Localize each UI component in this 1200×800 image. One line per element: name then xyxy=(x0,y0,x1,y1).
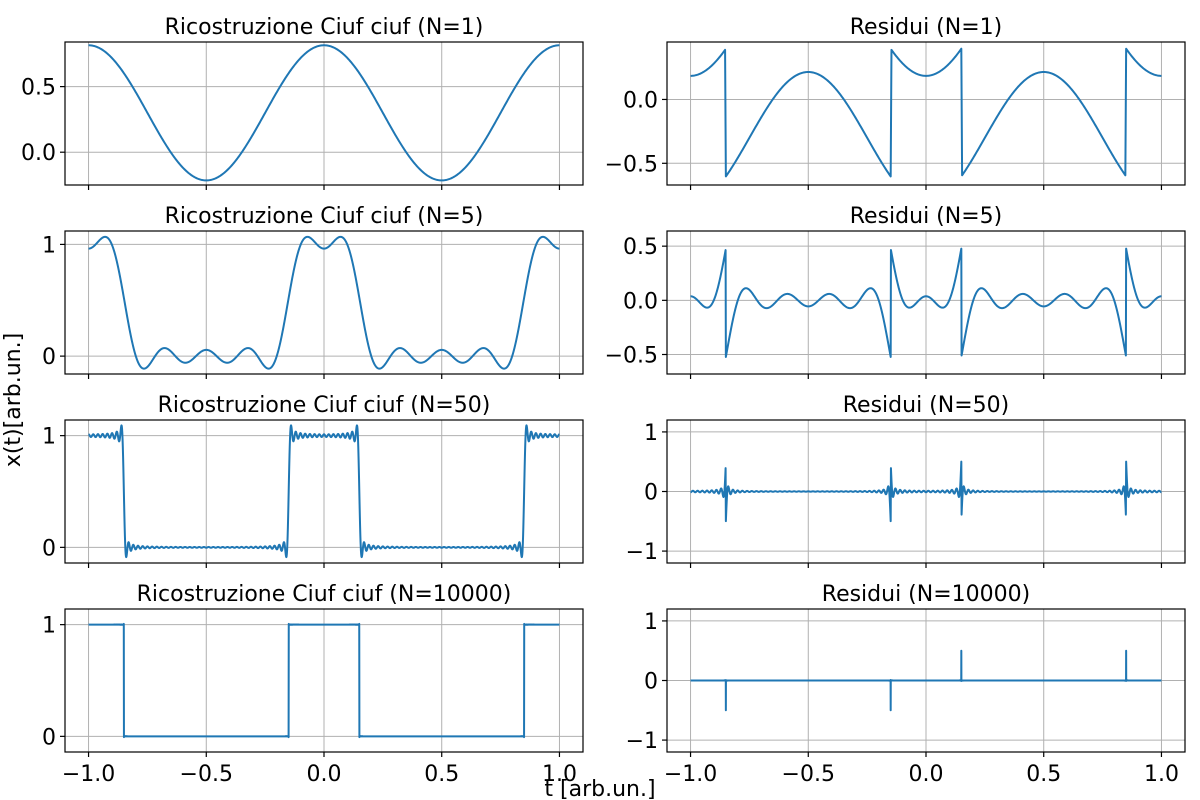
x-axis-label: t [arb.un.] xyxy=(544,777,655,800)
residual-panel-n1: −0.5 0.0 Residui (N=1) xyxy=(605,15,1186,190)
data-series-line xyxy=(690,47,1162,178)
data-series-line xyxy=(87,622,561,739)
panel-title: Ricostruzione Ciuf ciuf (N=50) xyxy=(158,393,491,418)
data-series-line xyxy=(87,424,561,559)
y-tick-label: 0 xyxy=(644,670,658,695)
y-tick-label: 0.0 xyxy=(623,88,658,113)
panel-title: Ricostruzione Ciuf ciuf (N=10000) xyxy=(137,582,512,607)
y-tick-label: 0.5 xyxy=(623,235,658,260)
x-tick-label: 1.0 xyxy=(1144,762,1179,787)
panel-title: Ricostruzione Ciuf ciuf (N=5) xyxy=(165,204,484,229)
data-series-line xyxy=(689,247,1163,358)
reconstruction-panel-n50: 0 1 Ricostruzione Ciuf ciuf (N=50) xyxy=(42,393,584,568)
x-tick-label: 0.0 xyxy=(307,762,342,787)
y-tick-label: −1 xyxy=(626,729,658,754)
y-axis-label: x(t)[arb.un.] xyxy=(1,333,26,467)
residual-panel-n50: −1 0 1 Residui (N=50) xyxy=(626,393,1186,568)
x-tick-label: −0.5 xyxy=(782,762,835,787)
y-tick-label: 0 xyxy=(42,536,56,561)
data-series-line xyxy=(87,235,561,370)
panel-title: Ricostruzione Ciuf ciuf (N=1) xyxy=(165,15,484,40)
panel-title: Residui (N=10000) xyxy=(822,582,1030,607)
y-tick-label: 0 xyxy=(644,481,658,506)
data-series-line xyxy=(689,460,1163,523)
data-series-line xyxy=(88,44,560,182)
residual-panel-n5: −0.5 0.0 0.5 Residui (N=5) xyxy=(605,204,1186,379)
y-tick-label: −1 xyxy=(626,540,658,565)
y-tick-label: 1 xyxy=(644,421,658,446)
y-tick-label: −0.5 xyxy=(605,344,658,369)
y-tick-label: 1 xyxy=(42,614,56,639)
x-tick-label: 1.0 xyxy=(542,762,577,787)
y-tick-label: −0.5 xyxy=(605,152,658,177)
y-tick-label: 0 xyxy=(42,725,56,750)
panel-title: Residui (N=5) xyxy=(850,204,1002,229)
x-tick-label: −1.0 xyxy=(664,762,717,787)
reconstruction-panel-n5: 0 1 Ricostruzione Ciuf ciuf (N=5) xyxy=(42,204,584,379)
y-tick-label: 0.0 xyxy=(21,141,56,166)
y-tick-label: 1 xyxy=(644,610,658,635)
y-tick-label: 0.0 xyxy=(623,289,658,314)
y-tick-label: 1 xyxy=(42,425,56,450)
y-tick-label: 1 xyxy=(42,233,56,258)
residual-panel-n10000: −1.0 −0.5 0.0 0.5 1.0 −1 0 1 Residui (N=10000) xyxy=(626,582,1186,787)
y-tick-label: 0 xyxy=(42,345,56,370)
x-tick-label: 0.0 xyxy=(909,762,944,787)
x-tick-label: 0.5 xyxy=(1026,762,1061,787)
y-tick-label: 0.5 xyxy=(21,76,56,101)
panel-title: Residui (N=1) xyxy=(850,15,1002,40)
x-tick-label: −1.0 xyxy=(62,762,115,787)
data-series-line xyxy=(689,649,1163,712)
x-tick-label: −0.5 xyxy=(180,762,233,787)
panel-title: Residui (N=50) xyxy=(843,393,1009,418)
reconstruction-panel-n10000: −1.0 −0.5 0.0 0.5 1.0 0 1 Ricostruzione Ciuf ci… xyxy=(42,582,584,787)
x-tick-label: 0.5 xyxy=(424,762,459,787)
reconstruction-panel-n1: 0.0 0.5 Ricostruzione Ciuf ciuf (N=1) xyxy=(21,15,584,190)
